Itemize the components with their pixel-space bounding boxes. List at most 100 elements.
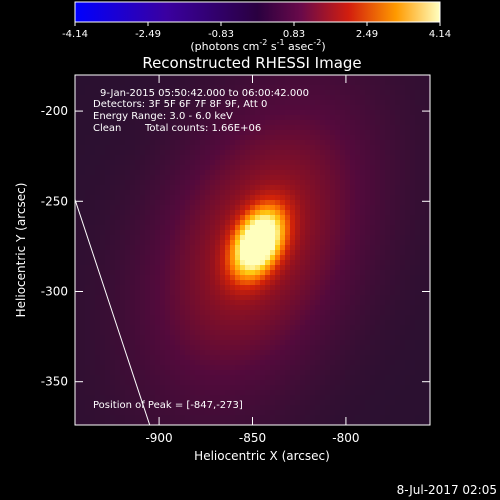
heatmap-cell (105, 90, 110, 95)
heatmap-cell (120, 250, 125, 255)
heatmap-cell (405, 410, 410, 415)
heatmap-cell (170, 320, 175, 325)
heatmap-cell (205, 230, 210, 235)
heatmap-cell (355, 380, 360, 385)
heatmap-cell (410, 145, 415, 150)
heatmap-cell (320, 315, 325, 320)
heatmap-area (75, 75, 430, 425)
heatmap-cell (120, 165, 125, 170)
heatmap-cell (245, 410, 250, 415)
heatmap-cell (260, 345, 265, 350)
heatmap-cell (305, 355, 310, 360)
heatmap-cell (400, 195, 405, 200)
heatmap-cell (240, 295, 245, 300)
heatmap-cell (350, 340, 355, 345)
heatmap-cell (275, 265, 280, 270)
heatmap-cell (280, 305, 285, 310)
heatmap-cell (330, 370, 335, 375)
heatmap-cell (425, 290, 430, 295)
heatmap-cell (80, 255, 85, 260)
heatmap-cell (370, 195, 375, 200)
heatmap-cell (205, 375, 210, 380)
heatmap-cell (295, 300, 300, 305)
heatmap-cell (420, 125, 425, 130)
heatmap-cell (225, 235, 230, 240)
heatmap-cell (190, 365, 195, 370)
heatmap-cell (405, 110, 410, 115)
heatmap-cell (265, 115, 270, 120)
heatmap-cell (290, 90, 295, 95)
heatmap-cell (75, 295, 80, 300)
heatmap-cell (345, 335, 350, 340)
heatmap-cell (135, 355, 140, 360)
heatmap-cell (145, 300, 150, 305)
heatmap-cell (195, 345, 200, 350)
heatmap-cell (340, 360, 345, 365)
heatmap-cell (275, 325, 280, 330)
heatmap-cell (235, 130, 240, 135)
heatmap-cell (215, 85, 220, 90)
heatmap-cell (235, 150, 240, 155)
heatmap-cell (260, 405, 265, 410)
heatmap-cell (350, 185, 355, 190)
heatmap-cell (280, 85, 285, 90)
heatmap-cell (115, 285, 120, 290)
heatmap-cell (265, 275, 270, 280)
heatmap-cell (215, 245, 220, 250)
heatmap-cell (240, 120, 245, 125)
heatmap-cell (340, 270, 345, 275)
heatmap-cell (250, 165, 255, 170)
heatmap-cell (155, 145, 160, 150)
heatmap-cell (80, 330, 85, 335)
heatmap-cell (215, 315, 220, 320)
heatmap-cell (125, 145, 130, 150)
heatmap-cell (280, 375, 285, 380)
heatmap-cell (275, 345, 280, 350)
heatmap-cell (345, 105, 350, 110)
heatmap-cell (420, 150, 425, 155)
heatmap-cell (210, 345, 215, 350)
heatmap-cell (360, 75, 365, 80)
heatmap-cell (355, 110, 360, 115)
heatmap-cell (395, 160, 400, 165)
heatmap-cell (295, 115, 300, 120)
heatmap-cell (425, 285, 430, 290)
heatmap-cell (235, 110, 240, 115)
heatmap-cell (380, 380, 385, 385)
heatmap-cell (420, 155, 425, 160)
heatmap-cell (120, 90, 125, 95)
heatmap-cell (200, 360, 205, 365)
heatmap-cell (380, 370, 385, 375)
heatmap-cell (415, 320, 420, 325)
heatmap-cell (160, 200, 165, 205)
heatmap-cell (175, 235, 180, 240)
heatmap-cell (265, 105, 270, 110)
heatmap-cell (365, 90, 370, 95)
heatmap-cell (375, 385, 380, 390)
heatmap-cell (165, 125, 170, 130)
heatmap-cell (310, 165, 315, 170)
heatmap-cell (205, 305, 210, 310)
heatmap-cell (160, 85, 165, 90)
heatmap-cell (170, 360, 175, 365)
heatmap-cell (85, 200, 90, 205)
heatmap-cell (95, 115, 100, 120)
heatmap-cell (95, 420, 100, 425)
heatmap-cell (175, 155, 180, 160)
heatmap-cell (330, 285, 335, 290)
heatmap-cell (390, 140, 395, 145)
heatmap-cell (115, 210, 120, 215)
heatmap-cell (150, 105, 155, 110)
heatmap-cell (120, 100, 125, 105)
heatmap-cell (325, 180, 330, 185)
heatmap-cell (230, 285, 235, 290)
heatmap-cell (230, 270, 235, 275)
heatmap-cell (210, 105, 215, 110)
heatmap-cell (110, 305, 115, 310)
heatmap-cell (365, 85, 370, 90)
heatmap-cell (250, 215, 255, 220)
heatmap-cell (125, 155, 130, 160)
heatmap-cell (200, 80, 205, 85)
heatmap-cell (340, 135, 345, 140)
heatmap-cell (215, 235, 220, 240)
